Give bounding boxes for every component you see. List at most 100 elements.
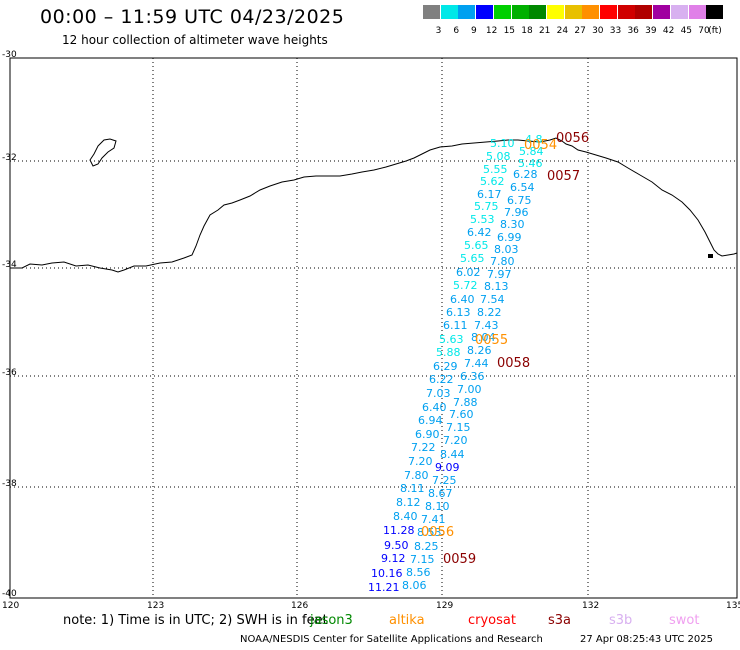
wave-height-value: 11.21 [368,581,400,594]
wave-height-value: 5.62 [480,175,505,188]
colorbar-swatch [546,5,564,19]
colorbar-tick-label: 21 [538,26,551,36]
satellite-legend-item: cryosat [468,613,516,628]
pass-time-label: 0056 [421,525,454,540]
map-frame [9,57,738,599]
wave-height-value: 7.60 [449,408,474,421]
wave-height-labels: 4.8 5.10 5.84 5.08 5.46 5.55 6.28 5.62 6.54 6.17 6… [368,133,544,594]
wave-height-value: 7.15 [446,421,471,434]
wave-height-value: 6.28 [513,168,538,181]
colorbar-tick-label: 70 [698,26,710,36]
wave-height-value: 6.75 [507,194,532,207]
coastline-mainland [10,137,738,273]
satellite-legend-item: s3b [609,613,633,628]
wave-height-value: 7.20 [408,455,433,468]
wave-height-value: 7.80 [490,255,515,268]
wave-height-value: 5.65 [460,252,485,265]
colorbar-swatch [564,5,582,19]
colorbar-tick-label: 36 [627,26,639,36]
wave-height-value: 11.28 [383,524,415,537]
wave-height-value: 7.96 [504,206,529,219]
wave-height-value: 6.17 [477,188,502,201]
wave-height-value: 5.53 [470,213,495,226]
satellite-legend-item: swot [669,613,700,628]
colorbar-swatch [617,5,635,19]
wave-height-value: 6.13 [446,306,471,319]
wave-height-value: 10.16 [371,567,403,580]
colorbar-swatch [600,5,617,19]
colorbar-tick-label: 45 [680,26,693,36]
wave-height-value: 5.08 [486,150,511,163]
coastline-island [89,138,117,167]
wave-height-value: 9.50 [384,539,409,552]
latitude-label: -34 [2,260,17,270]
colorbar-swatch [493,5,511,19]
wave-height-value: 8.40 [393,510,418,523]
wave-height-value: 8.04 [471,331,496,344]
colorbar-tick-label: 18 [521,26,533,36]
colorbar-tick-label: 15 [503,26,516,36]
colorbar-tick-label: 33 [609,26,622,36]
wave-height-value: 7.97 [487,268,512,281]
latitude-label: -38 [2,479,17,489]
colorbar-swatch [458,5,476,19]
longitude-label: 120 [2,601,20,611]
wave-height-value: 7.88 [453,396,478,409]
wave-height-value: 8.03 [494,243,519,256]
coastline-marker [708,254,713,258]
longitude-label: 126 [291,601,309,611]
latitude-label: -30 [2,50,17,60]
colorbar-swatch [440,5,458,19]
wave-height-value: 8.26 [467,344,492,357]
pass-time-label: 0056 [556,131,589,146]
wave-height-value: 8.25 [414,540,439,553]
wave-height-value: 8.12 [396,496,421,509]
colorbar-swatch [511,5,529,19]
colorbar-swatch [635,5,653,19]
wave-height-value: 9.12 [381,552,406,565]
wave-height-value: 5.55 [483,163,508,176]
colorbar-tick-label: 3 [435,26,442,36]
wave-height-value: 5.10 [490,137,515,150]
wave-height-value: 8.67 [428,487,453,500]
wave-height-value: 5.72 [453,279,478,292]
colorbar-swatch [582,5,600,19]
wave-height-value: 5.75 [474,200,499,213]
wave-height-value: 6.99 [497,231,522,244]
latitude-label: -36 [2,368,17,378]
wave-height-value: 8.56 [406,566,431,579]
generation-timestamp: 27 Apr 08:25:43 UTC 2025 [580,634,713,645]
colorbar-tick-label: 12 [485,26,498,36]
wave-height-value: 6.40 [450,293,475,306]
colorbar-tick-label: 9 [471,26,477,36]
wave-height-value: 8.44 [440,448,465,461]
satellite-legend-item: altika [389,613,425,628]
colorbar-tick-label: 6 [453,26,460,36]
longitude-label: 129 [436,601,454,611]
colorbar-swatch [476,5,494,19]
wave-height-value: 7.25 [432,474,457,487]
colorbar-tick-label: 30 [592,26,604,36]
colorbar-tick-label: 27 [574,26,586,36]
pass-time-label: 0057 [547,169,580,184]
wave-height-value: 7.15 [410,553,435,566]
wave-height-value: 7.43 [474,319,499,332]
colorbar-tick-label: 39 [645,26,657,36]
wave-height-value: 5.84 [519,145,544,158]
credit-line: NOAA/NESDIS Center for Satellite Applica… [240,634,543,645]
wave-height-value: 5.65 [464,239,489,252]
wave-height-value: 6.40 [422,401,447,414]
wave-height-value: 4.8 [525,133,543,146]
wave-height-value: 5.63 [439,333,464,346]
satellite-legend-item: jason3 [310,613,353,628]
colorbar-unit: (ft) [708,26,722,36]
wave-height-value: 8.22 [477,306,502,319]
wave-height-value: 6.54 [510,181,535,194]
wave-height-value: 6.22 [429,373,454,386]
colorbar-swatch [423,5,440,19]
wave-height-value: 7.00 [457,383,482,396]
wave-height-value: 9.09 [435,461,460,474]
colorbar-swatch [670,5,688,19]
